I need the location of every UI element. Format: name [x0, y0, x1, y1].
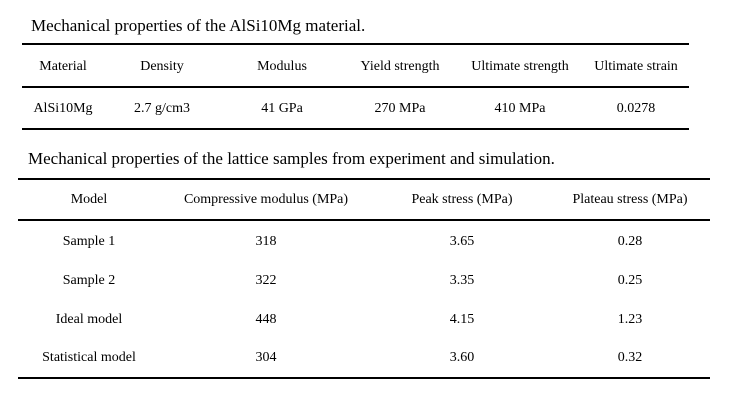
table-2-bottom-rule: [18, 377, 710, 379]
table-1-cell-ultimate-strain: 0.0278: [616, 101, 656, 116]
table-2-cell-compressive-modulus: 448: [255, 312, 277, 327]
table-2-cell-model: Ideal model: [55, 312, 123, 327]
table-1-cell-ultimate-strength: 410 MPa: [494, 101, 546, 116]
table-1-header-modulus: Modulus: [257, 59, 307, 74]
table-1-header-ultimate-strength: Ultimate strength: [471, 59, 569, 74]
table-1-bottom-rule: [22, 128, 689, 130]
table-2-cell-peak-stress: 3.65: [449, 234, 475, 249]
table-2-cell-model: Sample 1: [62, 234, 116, 249]
table-2-cell-compressive-modulus: 304: [255, 350, 277, 365]
table-2-cell-peak-stress: 3.60: [449, 350, 475, 365]
table-2-cell-compressive-modulus: 322: [255, 273, 277, 288]
table-2-header-model: Model: [70, 192, 108, 207]
table-2-top-rule: [18, 178, 710, 180]
table-2-cell-peak-stress: 4.15: [449, 312, 475, 327]
table-1-cell-yield-strength: 270 MPa: [374, 101, 426, 116]
table-2-cell-plateau-stress: 0.28: [617, 234, 643, 249]
table-1-cell-density: 2.7 g/cm3: [134, 101, 190, 116]
table-2-cell-peak-stress: 3.35: [449, 273, 475, 288]
table-2-caption: Mechanical properties of the lattice sam…: [28, 149, 555, 168]
table-1-caption: Mechanical properties of the AlSi10Mg ma…: [31, 16, 366, 35]
table-1-cell-modulus: 41 GPa: [261, 101, 303, 116]
table-1-cell-material: AlSi10Mg: [33, 101, 93, 116]
table-2-mid-rule: [18, 219, 710, 221]
table-1-header-density: Density: [140, 59, 184, 74]
table-2-cell-plateau-stress: 1.23: [617, 312, 643, 327]
table-2-cell-plateau-stress: 0.25: [617, 273, 643, 288]
table-2-cell-plateau-stress: 0.32: [617, 350, 643, 365]
table-2-header-plateau-stress: Plateau stress (MPa): [572, 192, 688, 207]
table-1-header-yield-strength: Yield strength: [360, 59, 440, 74]
table-2-header-compressive-modulus: Compressive modulus (MPa): [183, 192, 349, 207]
table-2-header-peak-stress: Peak stress (MPa): [411, 192, 513, 207]
table-1-mid-rule: [22, 86, 689, 88]
table-1-header-material: Material: [39, 59, 87, 74]
table-1-top-rule: [22, 43, 689, 45]
table-2-cell-model: Statistical model: [42, 350, 136, 365]
table-2-cell-model: Sample 2: [62, 273, 116, 288]
table-2-cell-compressive-modulus: 318: [255, 234, 277, 249]
table-1-header-ultimate-strain: Ultimate strain: [594, 59, 678, 74]
